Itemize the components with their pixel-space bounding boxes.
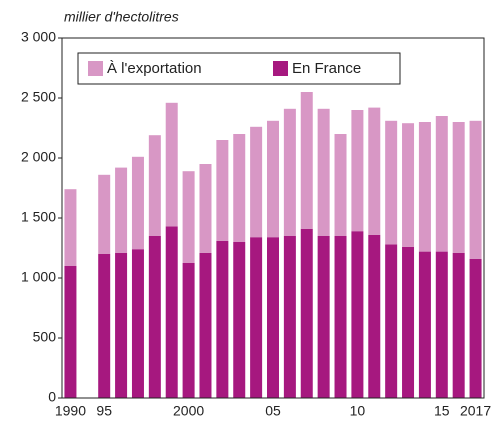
x-tick-label: 95 (96, 403, 112, 419)
bar-segment (402, 246, 415, 398)
bar-segment (402, 123, 415, 247)
bar-segment (418, 251, 431, 398)
x-tick-label: 2017 (460, 403, 491, 419)
bar-segment (182, 263, 195, 398)
bar-segment (267, 120, 279, 238)
y-tick-label: 2 000 (21, 149, 56, 165)
bar-segment (216, 140, 229, 241)
bar-segment (435, 251, 448, 398)
bar-segment (165, 226, 178, 398)
bar-segment (250, 237, 263, 398)
bar-segment (452, 252, 465, 398)
legend-swatch (88, 61, 103, 76)
bar-segment (165, 102, 178, 227)
bar-segment (131, 156, 144, 250)
bar-segment (182, 171, 195, 263)
legend-label: En France (292, 60, 361, 77)
y-tick-label: 1 000 (21, 269, 56, 285)
plot-frame (61, 37, 485, 399)
bar-segment (98, 254, 111, 398)
bar-segment (148, 135, 161, 236)
bar-segment (283, 108, 296, 236)
bar-segment (283, 236, 296, 398)
bar-segment (216, 240, 229, 398)
y-tick-label: 2 500 (21, 89, 56, 105)
bar-segment (317, 236, 330, 398)
y-tick-label: 1 500 (21, 209, 56, 225)
bar-segment (300, 92, 313, 229)
bar-segment (233, 242, 246, 398)
legend-swatch (273, 61, 288, 76)
bar-segment (300, 228, 313, 398)
bar-segment (148, 236, 161, 398)
bar-segment (351, 231, 364, 398)
bar-segment (199, 252, 212, 398)
bar-segment (98, 174, 111, 254)
bar-segment (334, 236, 347, 398)
bar-segment (368, 107, 381, 235)
y-tick-label: 500 (33, 329, 57, 345)
legend-box (77, 52, 401, 85)
bar-segment (64, 266, 77, 398)
bar-segment (435, 116, 448, 252)
bar-segment (469, 120, 482, 259)
bar-segment (452, 122, 465, 253)
bar-segment (233, 134, 246, 242)
bar-segment (334, 134, 347, 236)
y-tick-label: 0 (48, 389, 56, 405)
legend-label: À l'exportation (107, 60, 202, 77)
bar-segment (469, 258, 482, 398)
bar-segment (385, 120, 398, 245)
x-tick-label: 1990 (55, 403, 86, 419)
bar-segment (317, 108, 330, 236)
bar-segment (368, 234, 381, 398)
x-tick-label: 2000 (173, 403, 204, 419)
bar-segment (64, 189, 77, 266)
y-axis-label: millier d'hectolitres (64, 9, 179, 25)
bar-segment (418, 122, 431, 252)
bar-segment (267, 237, 279, 398)
y-tick-label: 3 000 (21, 29, 56, 45)
bar-segment (115, 252, 128, 398)
bar-segment (351, 110, 364, 232)
bar-segment (115, 167, 128, 253)
bar-segment (250, 126, 263, 238)
x-tick-label: 05 (265, 403, 281, 419)
bar-segment (199, 164, 212, 253)
x-tick-label: 10 (350, 403, 366, 419)
x-tick-label: 15 (434, 403, 450, 419)
bar-segment (131, 249, 144, 398)
bar-segment (385, 244, 398, 398)
